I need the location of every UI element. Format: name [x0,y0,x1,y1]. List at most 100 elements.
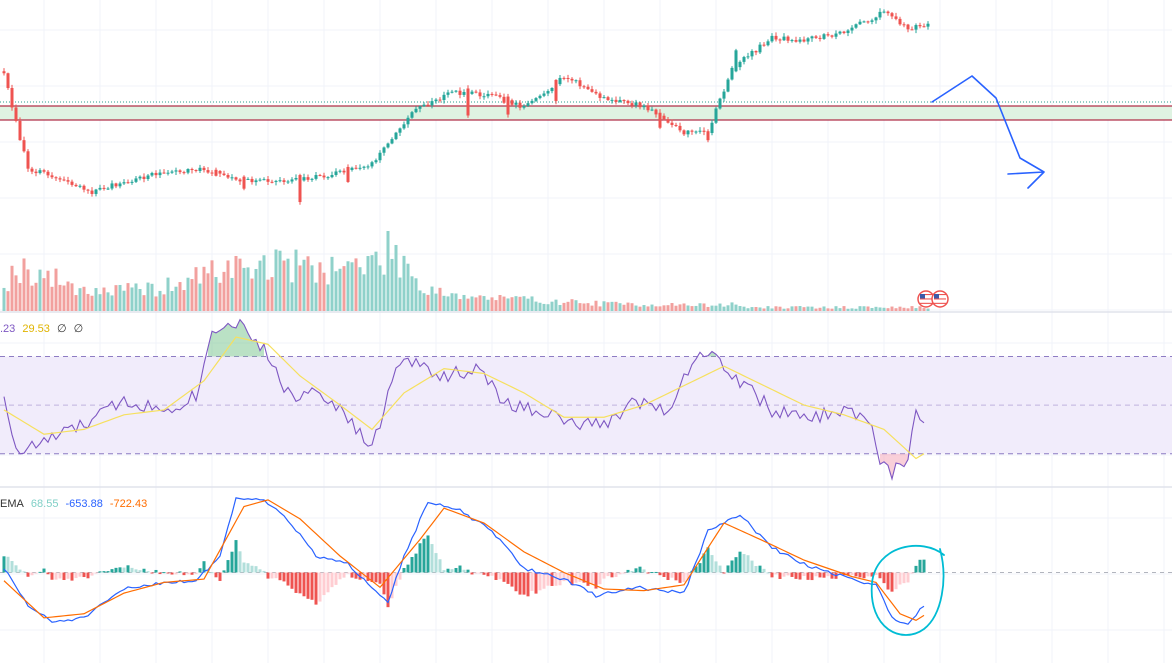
candle [722,88,726,102]
macd-histogram-bar [894,572,898,590]
macd-histogram-bar [134,569,138,573]
candle [678,122,682,133]
pane-separators[interactable] [0,311,1172,488]
volume-bar [318,262,322,311]
candle [742,55,746,65]
candle [386,142,390,149]
candle [430,97,434,109]
macd-histogram-bar [26,572,30,577]
volume-bar [710,305,714,311]
macd-histogram-bar [594,572,598,589]
candle [910,26,914,31]
macd-histogram-bar [374,572,378,583]
volume-bar [802,307,806,311]
macd-hist-value: 68.55 [30,498,59,510]
candle [542,90,546,98]
volume-bar [450,293,454,311]
rsi-ma-value: 29.53 [22,323,50,335]
candle [34,168,38,177]
candle [306,174,310,182]
volume-bar [866,306,870,311]
macd-histogram-bar [38,571,42,573]
candle [762,42,766,47]
rsi-na-1: ∅ [56,323,67,335]
candle [318,173,322,177]
volume-bar [846,308,850,311]
candle [374,158,378,164]
candle [634,99,638,109]
volume-bar [698,303,702,311]
candle [282,178,286,185]
candle [198,164,202,174]
candle [790,38,794,43]
event-flags[interactable] [917,290,949,308]
candle [474,89,478,94]
macd-label: EMA [0,498,24,510]
macd-histogram-bar [850,572,854,575]
candle [402,121,406,130]
macd-histogram-bar [50,572,54,580]
volume-bar [902,307,906,311]
volume-bar [430,286,434,311]
macd-histogram-bar [198,568,202,573]
volume-bar [358,267,362,311]
volume-bar [34,282,38,311]
volume-bar [290,282,294,311]
macd-histogram-bar [158,572,162,575]
candle [274,179,278,186]
macd-histogram-bar [222,570,226,573]
macd-histogram-bar [294,572,298,593]
candle [238,178,242,185]
volume-bar [490,297,494,311]
volume-bar [150,283,154,311]
candle [882,9,886,14]
candle [690,129,694,135]
candle [98,184,102,191]
macd-histogram-bar [522,572,526,595]
macd-histogram-bar [202,561,206,573]
volume-bar [366,256,370,311]
macd-histogram-bar [658,572,662,576]
volume-bar [334,271,338,311]
macd-histogram-bar [6,556,10,573]
macd-histogram-bar [654,571,658,573]
macd-histogram-bar [402,568,406,573]
candle [610,97,614,104]
volume-bar [298,265,302,311]
candle [26,149,30,172]
macd-histogram-bar [386,572,390,608]
macd-histogram-bar [262,570,266,573]
macd-histogram-bar [566,572,570,581]
candle [30,166,34,175]
volume-bar [38,269,42,311]
candle [38,168,42,175]
candle [710,119,714,136]
candle [366,164,370,170]
macd-histogram-bar [86,572,90,579]
macd-histogram-bar [766,572,770,574]
candle [146,174,150,181]
macd-histogram-bar [230,551,234,573]
volume-bar [262,255,266,311]
volume-bar [618,303,622,311]
macd-line [3,497,925,625]
candle [242,175,246,191]
volume-bar [142,295,146,311]
candle [898,16,902,26]
candle [702,127,706,136]
candle [894,12,898,21]
candle [170,169,174,174]
macd-histogram-bar [686,572,690,581]
macd-histogram-bar [330,572,334,588]
candle [6,72,10,90]
macd-histogram-bar [94,572,98,574]
volume-bar [782,308,786,311]
volume-bar [610,301,614,311]
volume-bar [418,290,422,311]
candle [554,79,558,105]
candle [502,93,506,104]
candle [786,35,790,44]
macd-histogram-bar [122,567,126,573]
